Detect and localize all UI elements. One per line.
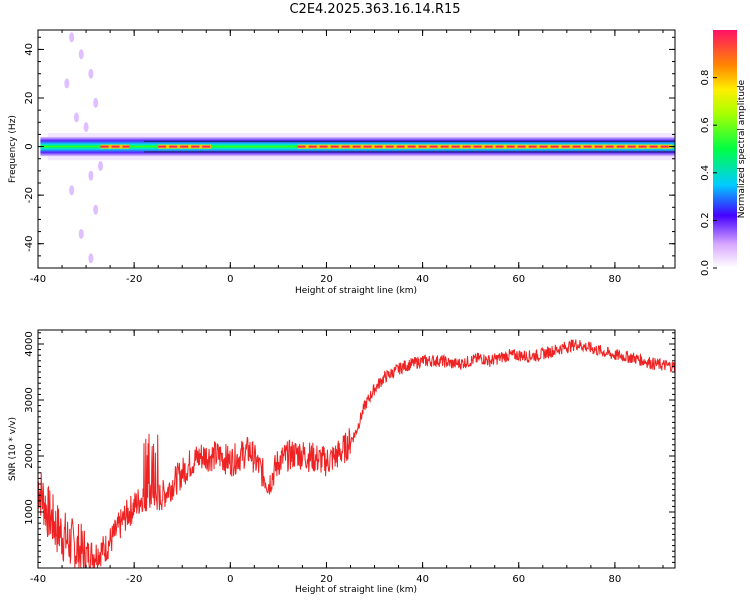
spectral-noise-blob bbox=[69, 32, 75, 43]
spectral-noise-blob bbox=[78, 229, 84, 239]
y-tick-label: 40 bbox=[24, 43, 35, 56]
y-tick-label: 4000 bbox=[24, 331, 35, 356]
spectral-noise-blob bbox=[88, 253, 94, 264]
spectral-noise-blob bbox=[93, 204, 99, 215]
page-title: C2E4.2025.363.16.14.R15 bbox=[289, 2, 461, 17]
x-tick-label: 40 bbox=[416, 574, 429, 585]
x-tick-label: -40 bbox=[30, 274, 46, 285]
spectrogram-y-label: Frequency (Hz) bbox=[8, 115, 18, 183]
snr-y-label: SNR (10 * v/v) bbox=[8, 417, 18, 481]
snr-x-ticks: -40 -20 0 20 40 60 80 bbox=[30, 330, 664, 585]
spectral-noise-blob bbox=[88, 170, 94, 181]
spectrogram-x-label: Height of straight line (km) bbox=[295, 286, 417, 296]
x-tick-label: 0 bbox=[227, 274, 233, 285]
colorbar: 0.0 0.2 0.4 0.6 0.8 Normalized spectral ampl… bbox=[700, 30, 747, 276]
spectral-noise-blob bbox=[69, 185, 75, 196]
colorbar-tick-label: 0.2 bbox=[700, 212, 711, 228]
spectrogram-frame bbox=[37, 29, 676, 269]
snr-frame bbox=[37, 329, 676, 569]
x-tick-label: -40 bbox=[30, 574, 46, 585]
spectrogram-layer bbox=[40, 32, 675, 264]
x-tick-label: 20 bbox=[320, 274, 333, 285]
colorbar-tick-label: 0.4 bbox=[700, 165, 711, 181]
x-tick-label: 0 bbox=[227, 574, 233, 585]
y-tick-label: 1000 bbox=[24, 499, 35, 524]
colorbar-gradient bbox=[713, 30, 737, 268]
x-tick-label: 80 bbox=[609, 274, 622, 285]
x-tick-label: -20 bbox=[126, 574, 142, 585]
spectral-noise-blob bbox=[88, 68, 94, 79]
x-tick-label: -20 bbox=[126, 274, 142, 285]
spectral-noise-blob bbox=[83, 122, 89, 133]
y-tick-label: 0 bbox=[24, 143, 35, 149]
spectral-noise-blob bbox=[97, 161, 103, 171]
snr-x-label: Height of straight line (km) bbox=[295, 585, 417, 595]
snr-series-line bbox=[38, 339, 675, 568]
spectral-noise-blob bbox=[64, 78, 70, 89]
spectrogram-x-ticks: -40 -20 0 20 40 60 80 bbox=[30, 30, 664, 285]
snr-panel: -40 -20 0 20 40 60 80 1000 2000 3000 4000 Height … bbox=[8, 329, 676, 595]
x-tick-label: 40 bbox=[416, 274, 429, 285]
y-tick-label: -40 bbox=[24, 236, 35, 252]
colorbar-tick-label: 0.0 bbox=[700, 260, 711, 276]
colorbar-ticks: 0.0 0.2 0.4 0.6 0.8 bbox=[700, 70, 717, 276]
x-tick-label: 80 bbox=[609, 574, 622, 585]
x-tick-label: 60 bbox=[512, 274, 525, 285]
spectral-noise-blob bbox=[78, 49, 84, 60]
x-tick-label: 60 bbox=[512, 574, 525, 585]
spectrogram-y-ticks: 40 20 0 -20 -40 bbox=[24, 36, 675, 269]
spectral-noise-blob bbox=[73, 112, 79, 123]
colorbar-label: Normalized spectral amplitude bbox=[737, 79, 747, 218]
y-tick-label: 20 bbox=[24, 92, 35, 105]
colorbar-tick-label: 0.6 bbox=[700, 117, 711, 133]
colorbar-tick-label: 0.8 bbox=[700, 70, 711, 86]
y-tick-label: 2000 bbox=[24, 443, 35, 468]
y-tick-label: 3000 bbox=[24, 387, 35, 412]
spectral-noise-blob bbox=[93, 97, 99, 108]
spectrogram-panel: -40 -20 0 20 40 60 80 40 20 0 -20 -40 Height of st… bbox=[8, 29, 676, 296]
y-tick-label: -20 bbox=[24, 187, 35, 203]
x-tick-label: 20 bbox=[320, 574, 333, 585]
snr-y-ticks: 1000 2000 3000 4000 bbox=[24, 331, 675, 569]
